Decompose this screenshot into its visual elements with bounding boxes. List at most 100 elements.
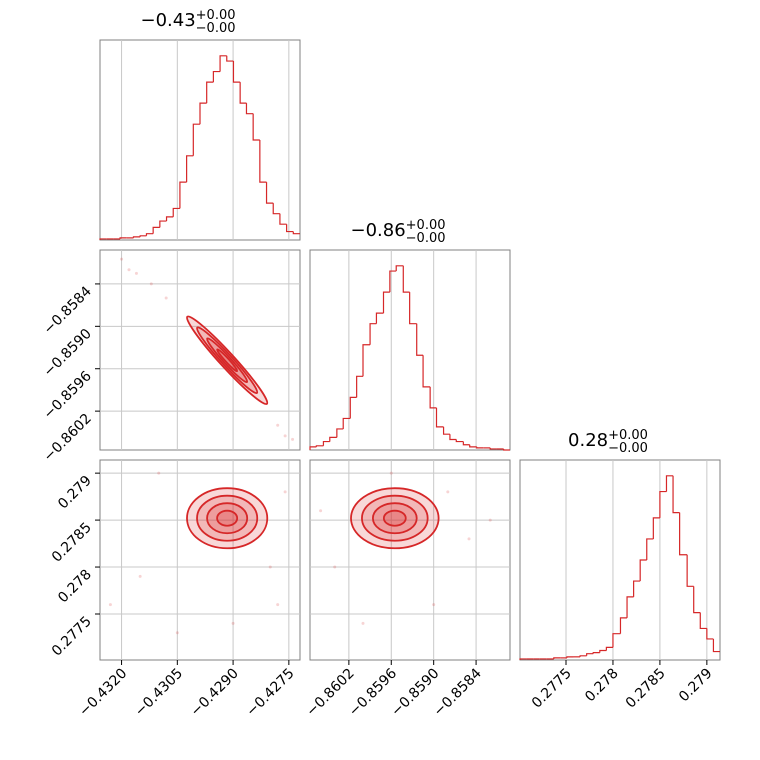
sample-point [361, 621, 365, 625]
histogram-bin [592, 652, 600, 654]
histogram-bin [416, 323, 424, 356]
histogram-bin [315, 445, 324, 447]
histogram-bin [553, 657, 561, 659]
histogram-bin [292, 231, 300, 235]
histogram-bin [382, 291, 390, 314]
histogram-bin [152, 226, 160, 234]
histogram-bin [179, 181, 187, 209]
sample-point [276, 423, 280, 427]
contour [216, 509, 239, 527]
histogram-bin [665, 475, 674, 492]
histogram-bin [329, 436, 337, 442]
x-tick-label: −0.4305 [132, 666, 186, 720]
histogram-bin [279, 213, 287, 225]
histogram-bin [252, 113, 260, 141]
histogram-bin [712, 638, 720, 653]
histogram-bin [226, 55, 234, 62]
histogram-bin [349, 396, 357, 419]
panel-frame [309, 459, 511, 661]
histogram-bin [455, 439, 464, 443]
histogram-bin [699, 612, 707, 630]
x-tick-label: −0.4275 [243, 666, 297, 720]
histogram-bin [442, 426, 450, 435]
histogram-bin [652, 517, 660, 539]
title-upper: +0.00 [406, 218, 446, 233]
histogram-bin [186, 155, 194, 183]
histogram-bin [322, 440, 330, 446]
title-value: 0.28 [568, 430, 608, 451]
sample-point [268, 565, 272, 569]
title-upper: +0.00 [608, 428, 648, 443]
histogram-bin [375, 312, 384, 324]
y-tick-label: 0.279 [55, 473, 95, 513]
histogram-bin [429, 386, 437, 409]
histogram-bin [389, 270, 397, 293]
contour [361, 494, 429, 542]
contour [206, 502, 249, 535]
histogram-bin [232, 61, 241, 83]
sample-point [276, 603, 280, 607]
histogram-bin [369, 323, 377, 345]
histogram-bin [435, 407, 444, 428]
histogram-bin [586, 653, 594, 656]
title-upper: +0.00 [196, 8, 236, 23]
histogram-bin [679, 512, 688, 556]
histogram-bin [476, 446, 484, 449]
x-tick-label: 0.279 [676, 666, 716, 706]
sample-point [488, 518, 492, 522]
histogram-bin [119, 237, 127, 239]
title-value: −0.43 [140, 10, 195, 31]
sample-point [149, 282, 153, 286]
title-lower: −0.00 [406, 231, 446, 246]
contour [382, 509, 407, 527]
sample-point [157, 471, 161, 475]
histogram-bin [356, 375, 364, 398]
panel-frame [99, 459, 301, 661]
histogram-bin [245, 103, 254, 115]
histogram-bin [619, 617, 628, 634]
panel-frame [99, 39, 301, 241]
histogram-bin [706, 628, 714, 640]
panel-title: 0.28+0.00 −0.00 [568, 428, 648, 456]
histogram-bin [599, 649, 607, 653]
contour [196, 326, 259, 395]
histogram-bin [402, 265, 410, 293]
histogram-bin [639, 559, 647, 582]
histogram-bin [633, 580, 641, 597]
histogram-bin [672, 475, 680, 514]
histogram-bin [219, 55, 227, 72]
sample-point [175, 631, 179, 635]
histogram-bin [199, 102, 207, 125]
sample-point [120, 257, 124, 261]
histogram-bin [659, 490, 667, 518]
sample-point [108, 603, 112, 607]
histogram-bin [626, 596, 634, 618]
sample-point [446, 490, 450, 494]
panel-title: −0.43+0.00 −0.00 [140, 8, 235, 36]
histogram-bin [503, 448, 510, 451]
histogram-bin [342, 417, 351, 429]
sample-point [291, 437, 295, 441]
histogram-bin [309, 446, 317, 450]
histogram-bin [409, 292, 417, 325]
sample-point [127, 268, 131, 272]
histogram-bin [272, 203, 280, 215]
histogram-bin [212, 70, 221, 83]
title-lower: −0.00 [196, 21, 236, 36]
histogram-bin [566, 656, 574, 658]
x-tick-label: 0.2775 [529, 666, 575, 712]
sample-point [319, 509, 323, 513]
contour [371, 502, 418, 535]
panel-frame [309, 249, 511, 451]
histogram-bin [686, 554, 694, 587]
contour [186, 487, 269, 550]
histogram-bin [239, 82, 247, 104]
x-tick-label: 0.2785 [623, 666, 669, 712]
histogram-bin [519, 658, 527, 660]
histogram-bin [159, 220, 167, 228]
sample-point [432, 603, 436, 607]
histogram-bin [605, 646, 613, 651]
y-tick-label: 0.278 [55, 567, 95, 607]
histogram-bin [259, 140, 267, 183]
